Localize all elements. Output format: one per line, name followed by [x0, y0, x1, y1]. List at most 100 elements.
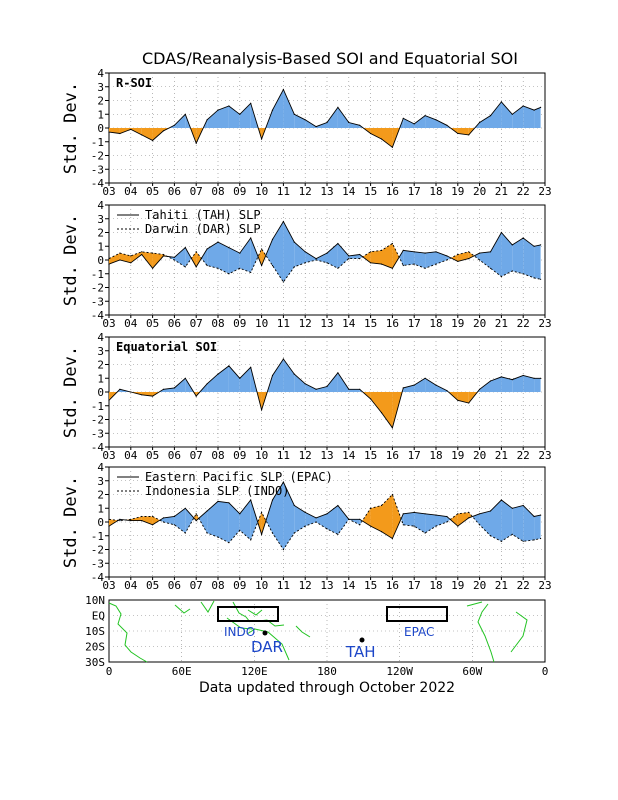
fill-area [207, 242, 218, 269]
data-point [162, 255, 165, 257]
y-tick-label: -2 [91, 282, 104, 295]
x-tick-label: 23 [538, 185, 551, 198]
tahiti-station-marker [359, 637, 365, 643]
data-point [424, 252, 426, 254]
data-point [141, 520, 143, 522]
fill-area [327, 243, 338, 269]
data-point [468, 402, 470, 404]
fill-area [228, 502, 240, 543]
fill-area [472, 513, 480, 525]
data-point [206, 383, 208, 385]
x-tick-label: 16 [386, 185, 399, 198]
fill-area [327, 372, 338, 392]
data-point [108, 258, 110, 260]
y-tick-label: 4 [97, 67, 104, 80]
fill-area [130, 516, 142, 521]
data-point [348, 258, 350, 260]
data-point [413, 123, 415, 125]
data-point [435, 384, 437, 386]
data-point [500, 101, 502, 103]
x-tick-label: 09 [233, 317, 246, 330]
y-axis-label: Std. Dev. [61, 82, 81, 174]
data-point [228, 247, 230, 249]
fill-area [239, 103, 251, 128]
data-point [195, 251, 197, 253]
data-point [108, 399, 110, 401]
fill-area [283, 221, 295, 282]
fill-area [523, 238, 535, 278]
fill-area [294, 242, 306, 267]
fill-area [479, 115, 491, 128]
data-point [271, 374, 274, 377]
data-point [141, 253, 143, 256]
data-point [391, 493, 393, 496]
data-point [206, 248, 208, 250]
fill-area [512, 505, 524, 542]
data-point [359, 124, 361, 126]
data-point [195, 520, 197, 522]
fill-area [490, 500, 502, 542]
y-tick-label: -1 [91, 400, 104, 413]
x-tick-label: 18 [429, 449, 442, 462]
data-point [141, 515, 143, 518]
x-tick-label: 08 [211, 185, 224, 198]
fill-area [174, 378, 186, 392]
fill-area [239, 238, 251, 273]
fill-area [362, 508, 371, 527]
data-point [173, 515, 175, 518]
x-tick-label: 08 [211, 317, 224, 330]
x-tick-label: 04 [124, 579, 138, 592]
x-tick-label: 06 [168, 185, 181, 198]
y-tick-label: -4 [91, 177, 105, 190]
data-point [228, 365, 230, 367]
data-point [261, 511, 263, 513]
x-tick-label: 21 [495, 185, 508, 198]
data-point [489, 267, 492, 269]
data-point [326, 513, 328, 515]
x-tick-label: 10 [255, 317, 268, 330]
data-point [315, 126, 317, 128]
fill-area [316, 386, 327, 392]
x-tick-label: 18 [429, 579, 442, 592]
x-tick-label: 14 [342, 185, 356, 198]
y-tick-label: -2 [91, 544, 104, 557]
fill-area [392, 243, 400, 269]
fill-area [490, 232, 502, 277]
data-point [130, 518, 132, 520]
fill-area [381, 494, 393, 539]
data-point [119, 388, 121, 390]
x-tick-label: 21 [495, 579, 508, 592]
data-point [326, 121, 328, 124]
x-tick-label: 22 [517, 185, 530, 198]
tahiti-station-label: TAH [345, 643, 376, 661]
fill-area [294, 505, 306, 533]
fill-area [436, 119, 447, 128]
map-latitude-label: 10S [85, 625, 105, 638]
data-point [337, 533, 339, 536]
x-tick-label: 03 [102, 449, 115, 462]
map-latitude-labels: 10N EQ 10S 20S 30S [85, 594, 105, 669]
data-point [250, 271, 252, 273]
data-point [468, 258, 470, 260]
data-point [315, 521, 317, 523]
x-tick-label: 05 [146, 317, 159, 330]
fill-area [218, 106, 229, 128]
x-tick-label: 14 [342, 579, 356, 592]
x-tick-label: 03 [102, 185, 115, 198]
data-point [348, 388, 350, 390]
x-tick-label: 08 [211, 579, 224, 592]
fill-area [185, 247, 192, 267]
x-tick-label: 07 [190, 579, 203, 592]
data-point [359, 388, 361, 390]
data-point [511, 533, 513, 536]
legend-entry: Eastern Pacific SLP (EPAC) [145, 470, 333, 484]
x-tick-label: 13 [320, 185, 333, 198]
fill-area [272, 359, 284, 392]
fill-area [327, 505, 338, 535]
y-tick-label: -1 [91, 136, 104, 149]
map-latitude-label: 30S [85, 656, 105, 669]
fill-area [457, 392, 469, 403]
series-line-2 [108, 242, 541, 283]
data-point [457, 253, 459, 256]
